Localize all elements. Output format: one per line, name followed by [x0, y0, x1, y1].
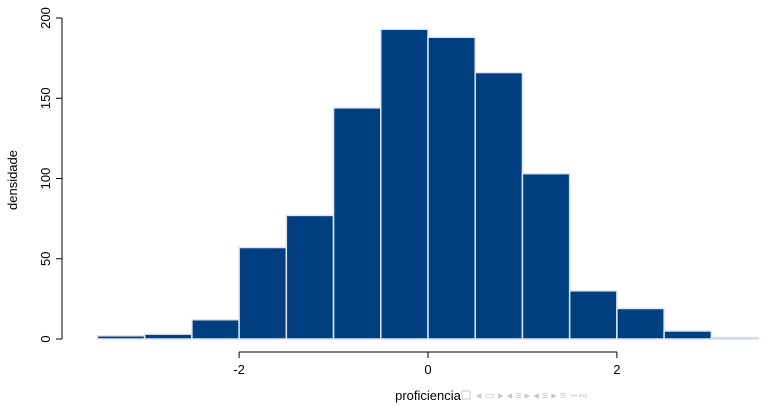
- bar: [616, 307, 665, 340]
- x-tick-label: -2: [233, 362, 245, 377]
- bar: [238, 246, 288, 340]
- bar: [143, 333, 193, 340]
- bar: [96, 335, 146, 340]
- x-tick-label: 0: [424, 362, 431, 377]
- y-axis-label: densidade: [5, 150, 20, 210]
- bar: [521, 172, 571, 340]
- y-tick-label: 0: [38, 335, 53, 342]
- y-tick-label: 100: [38, 168, 53, 190]
- bar: [568, 290, 618, 340]
- bar: [427, 36, 476, 340]
- bar: [474, 71, 524, 340]
- y-tick-label: 200: [38, 7, 53, 29]
- bar: [332, 107, 382, 340]
- svg-text:◂ ▭ ▸ ◂ ≡ ▸ ◂ ≡ ▸ ≡ ∽∾: ◂ ▭ ▸ ◂ ≡ ▸ ◂ ≡ ▸ ≡ ∽∾: [476, 390, 588, 402]
- x-axis-label: proficiencia: [395, 388, 462, 403]
- x-tick-label: 2: [613, 362, 620, 377]
- bar: [710, 336, 760, 340]
- bar: [380, 28, 429, 340]
- navigation-symbols: ◂ ▭ ▸ ◂ ≡ ▸ ◂ ≡ ▸ ≡ ∽∾: [461, 390, 588, 402]
- y-tick-label: 50: [38, 252, 53, 266]
- bar: [285, 214, 335, 340]
- y-tick-label: 150: [38, 87, 53, 109]
- bar: [191, 318, 240, 340]
- bar: [663, 330, 713, 340]
